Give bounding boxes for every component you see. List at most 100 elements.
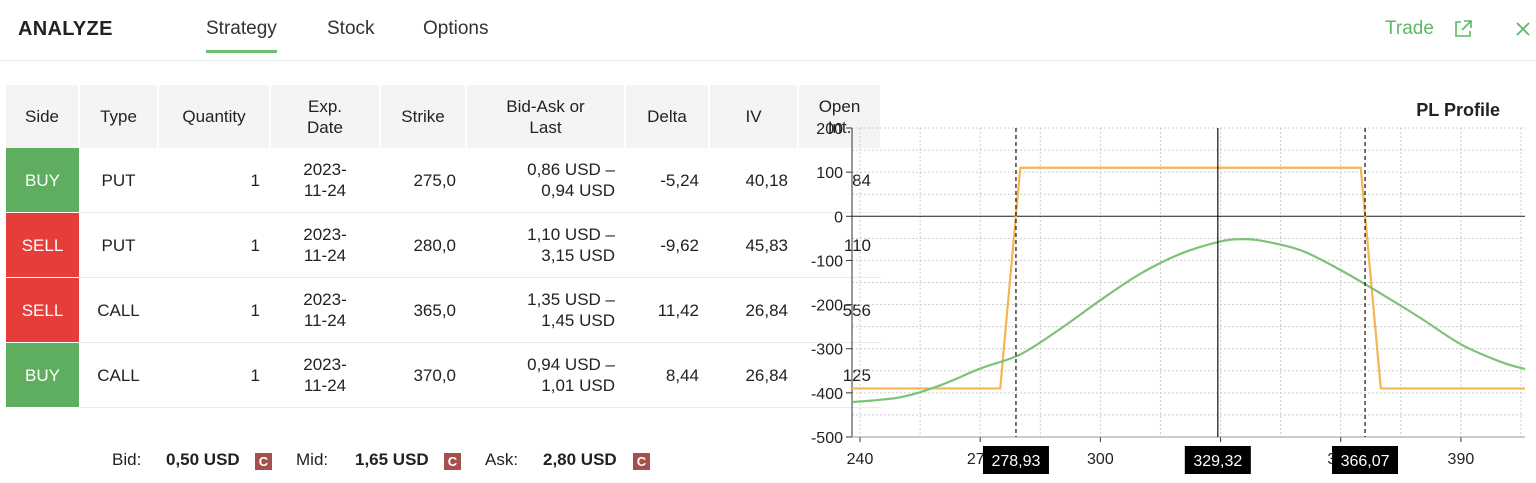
cell: 1 — [158, 342, 270, 408]
table-row: SELL PUT 1 2023-11-24 280,0 1,10 USD – 3,15 U… — [6, 212, 881, 278]
header-text: Side — [24, 107, 60, 126]
cell-text: 40,18 — [745, 170, 788, 190]
cell: CALL — [79, 277, 158, 343]
cell-text: 1 — [250, 365, 260, 385]
cell-text: 11,42 — [657, 300, 699, 320]
cell-text: 84 — [852, 170, 871, 190]
cell-text: 45,83 — [745, 235, 788, 255]
y-tick-label: 100 — [816, 165, 843, 182]
table-row: SELL CALL 1 2023-11-24 365,0 1,35 USD – 1,45 … — [6, 277, 881, 343]
tab[interactable]: Options — [423, 18, 489, 39]
cell-text: 370,0 — [413, 365, 456, 385]
cell-text: 1 — [250, 170, 260, 190]
summary-label: Ask: — [485, 450, 519, 469]
header-text: IV — [745, 107, 762, 126]
cell: 26,84 — [709, 342, 798, 408]
cell-text: 365,0 — [413, 300, 456, 320]
cell-text: 2023-11-24 — [303, 225, 347, 265]
cell-text: 556 — [842, 300, 871, 320]
summary-label: Mid: — [296, 450, 329, 469]
side-cell: SELL — [6, 212, 79, 278]
cell-text: 0,86 USD – 0,94 USD — [527, 160, 615, 200]
column-header: IV — [709, 85, 799, 148]
side-cell: BUY — [6, 148, 79, 213]
x-tick-label: 240 — [847, 451, 874, 468]
marker-label: 278,93 — [991, 453, 1040, 470]
cell-text: PUT — [101, 170, 136, 190]
cell: 2023-11-24 — [270, 342, 380, 408]
cell: 1,10 USD – 3,15 USD — [466, 212, 625, 278]
cell: 0,94 USD – 1,01 USD — [466, 342, 625, 408]
y-tick-label: -100 — [811, 253, 843, 270]
cell: 2023-11-24 — [270, 212, 380, 278]
header-text: Bid-Ask or Last — [506, 96, 585, 137]
cell-text: CALL — [97, 365, 140, 385]
header-text: Strike — [401, 107, 445, 126]
pl-line — [851, 238, 1526, 404]
cell-text: PUT — [101, 235, 136, 255]
header-text: Type — [100, 107, 137, 126]
cell-text: 1,10 USD – 3,15 USD — [527, 225, 615, 265]
cell-text: SELL — [21, 300, 64, 320]
pl-chart: PL Profile -500 -400 -300 -200 -100 0 100 200 240… — [811, 100, 1526, 474]
close-icon[interactable] — [1514, 20, 1532, 38]
marker-label: 329,32 — [1193, 453, 1242, 470]
cell: 11,42 — [625, 277, 709, 343]
cell: 1 — [158, 212, 270, 278]
side-cell: SELL — [6, 277, 79, 343]
cell: 2023-11-24 — [270, 277, 380, 343]
cell-text: -9,62 — [660, 235, 699, 255]
app-title: ANALYZE — [18, 18, 113, 40]
cell-text: SELL — [21, 235, 64, 255]
header-text: Quantity — [182, 107, 246, 126]
tab[interactable]: Strategy — [206, 18, 277, 53]
column-header: Exp. Date — [270, 85, 381, 148]
summary-badge: C — [255, 453, 272, 470]
cell-text: 2023-11-24 — [303, 290, 347, 330]
strategy-table: Side Type Quantity Exp. Date Strike Bid-Ask o… — [6, 85, 882, 408]
summary-badge: C — [444, 453, 461, 470]
cell-text: 0,94 USD – 1,01 USD — [527, 355, 615, 395]
cell: 556 — [798, 277, 881, 343]
x-tick-label: 300 — [1087, 451, 1114, 468]
cell-text: BUY — [25, 170, 60, 190]
y-tick-label: -300 — [811, 342, 843, 359]
y-tick-label: 200 — [816, 121, 843, 138]
cell: -9,62 — [625, 212, 709, 278]
header-text: Delta — [647, 107, 687, 126]
cell: PUT — [79, 148, 158, 213]
header-text: Open Int. — [818, 96, 861, 137]
cell-text: 1 — [250, 235, 260, 255]
tab[interactable]: Stock — [327, 18, 375, 39]
cell: 370,0 — [380, 342, 466, 408]
cell: 110 — [798, 212, 881, 278]
cell-text: CALL — [97, 300, 140, 320]
x-tick-label: 390 — [1448, 451, 1475, 468]
cell: 1,35 USD – 1,45 USD — [466, 277, 625, 343]
column-header: Bid-Ask or Last — [466, 85, 626, 148]
summary-value: 0,50 USD — [166, 450, 240, 469]
y-tick-label: 0 — [834, 209, 843, 226]
external-link-icon[interactable] — [1452, 18, 1474, 40]
marker-label-bg — [982, 446, 1049, 474]
cell-text: 26,84 — [745, 365, 788, 385]
side-cell: BUY — [6, 342, 79, 408]
table-row: BUY CALL 1 2023-11-24 370,0 0,94 USD – 1,01 U… — [6, 342, 881, 408]
summary-badge: C — [633, 453, 650, 470]
cell-text: 110 — [843, 235, 871, 255]
cell: 1 — [158, 277, 270, 343]
cell: 1 — [158, 148, 270, 213]
cell-text: BUY — [25, 365, 60, 385]
cell-text: 26,84 — [745, 300, 788, 320]
marker-label-bg — [1184, 446, 1251, 474]
header: ANALYZE Trade Strategy Stock Options — [0, 0, 1536, 61]
cell: 2023-11-24 — [270, 148, 380, 213]
column-header: Side — [6, 85, 80, 148]
trade-button[interactable]: Trade — [1385, 18, 1434, 39]
summary-value: 2,80 USD — [543, 450, 617, 469]
cell-text: 125 — [842, 365, 871, 385]
cell-text: -5,24 — [660, 170, 699, 190]
cell: 275,0 — [380, 148, 466, 213]
cell: 40,18 — [709, 148, 798, 213]
y-tick-label: -500 — [811, 430, 843, 447]
